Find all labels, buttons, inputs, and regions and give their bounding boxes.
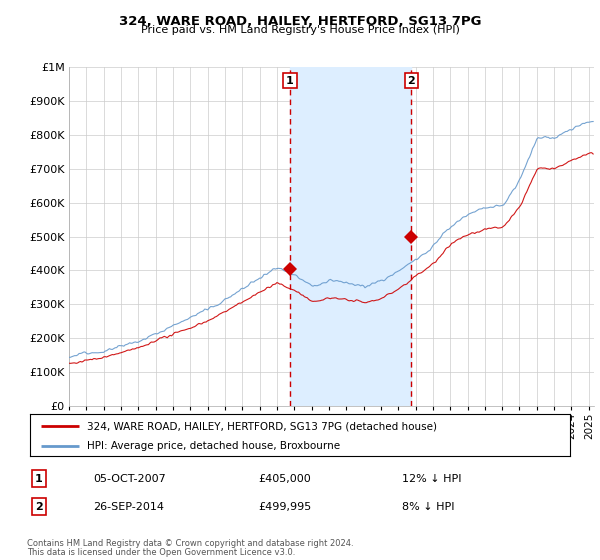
Text: Price paid vs. HM Land Registry's House Price Index (HPI): Price paid vs. HM Land Registry's House … [140, 25, 460, 35]
Text: 1: 1 [286, 76, 294, 86]
Bar [290, 67, 411, 406]
Text: 324, WARE ROAD, HAILEY, HERTFORD, SG13 7PG (detached house): 324, WARE ROAD, HAILEY, HERTFORD, SG13 7… [87, 421, 437, 431]
Text: £405,000: £405,000 [258, 474, 311, 484]
Text: 324, WARE ROAD, HAILEY, HERTFORD, SG13 7PG: 324, WARE ROAD, HAILEY, HERTFORD, SG13 7… [119, 15, 481, 27]
Text: £499,995: £499,995 [258, 502, 311, 512]
Text: 8% ↓ HPI: 8% ↓ HPI [402, 502, 455, 512]
Text: 05-OCT-2007: 05-OCT-2007 [93, 474, 166, 484]
Text: This data is licensed under the Open Government Licence v3.0.: This data is licensed under the Open Gov… [27, 548, 295, 557]
Text: 12% ↓ HPI: 12% ↓ HPI [402, 474, 461, 484]
Text: 2: 2 [35, 502, 43, 512]
Text: HPI: Average price, detached house, Broxbourne: HPI: Average price, detached house, Brox… [87, 441, 340, 451]
Text: 1: 1 [35, 474, 43, 484]
Text: Contains HM Land Registry data © Crown copyright and database right 2024.: Contains HM Land Registry data © Crown c… [27, 539, 353, 548]
Text: 26-SEP-2014: 26-SEP-2014 [93, 502, 164, 512]
Text: 2: 2 [407, 76, 415, 86]
